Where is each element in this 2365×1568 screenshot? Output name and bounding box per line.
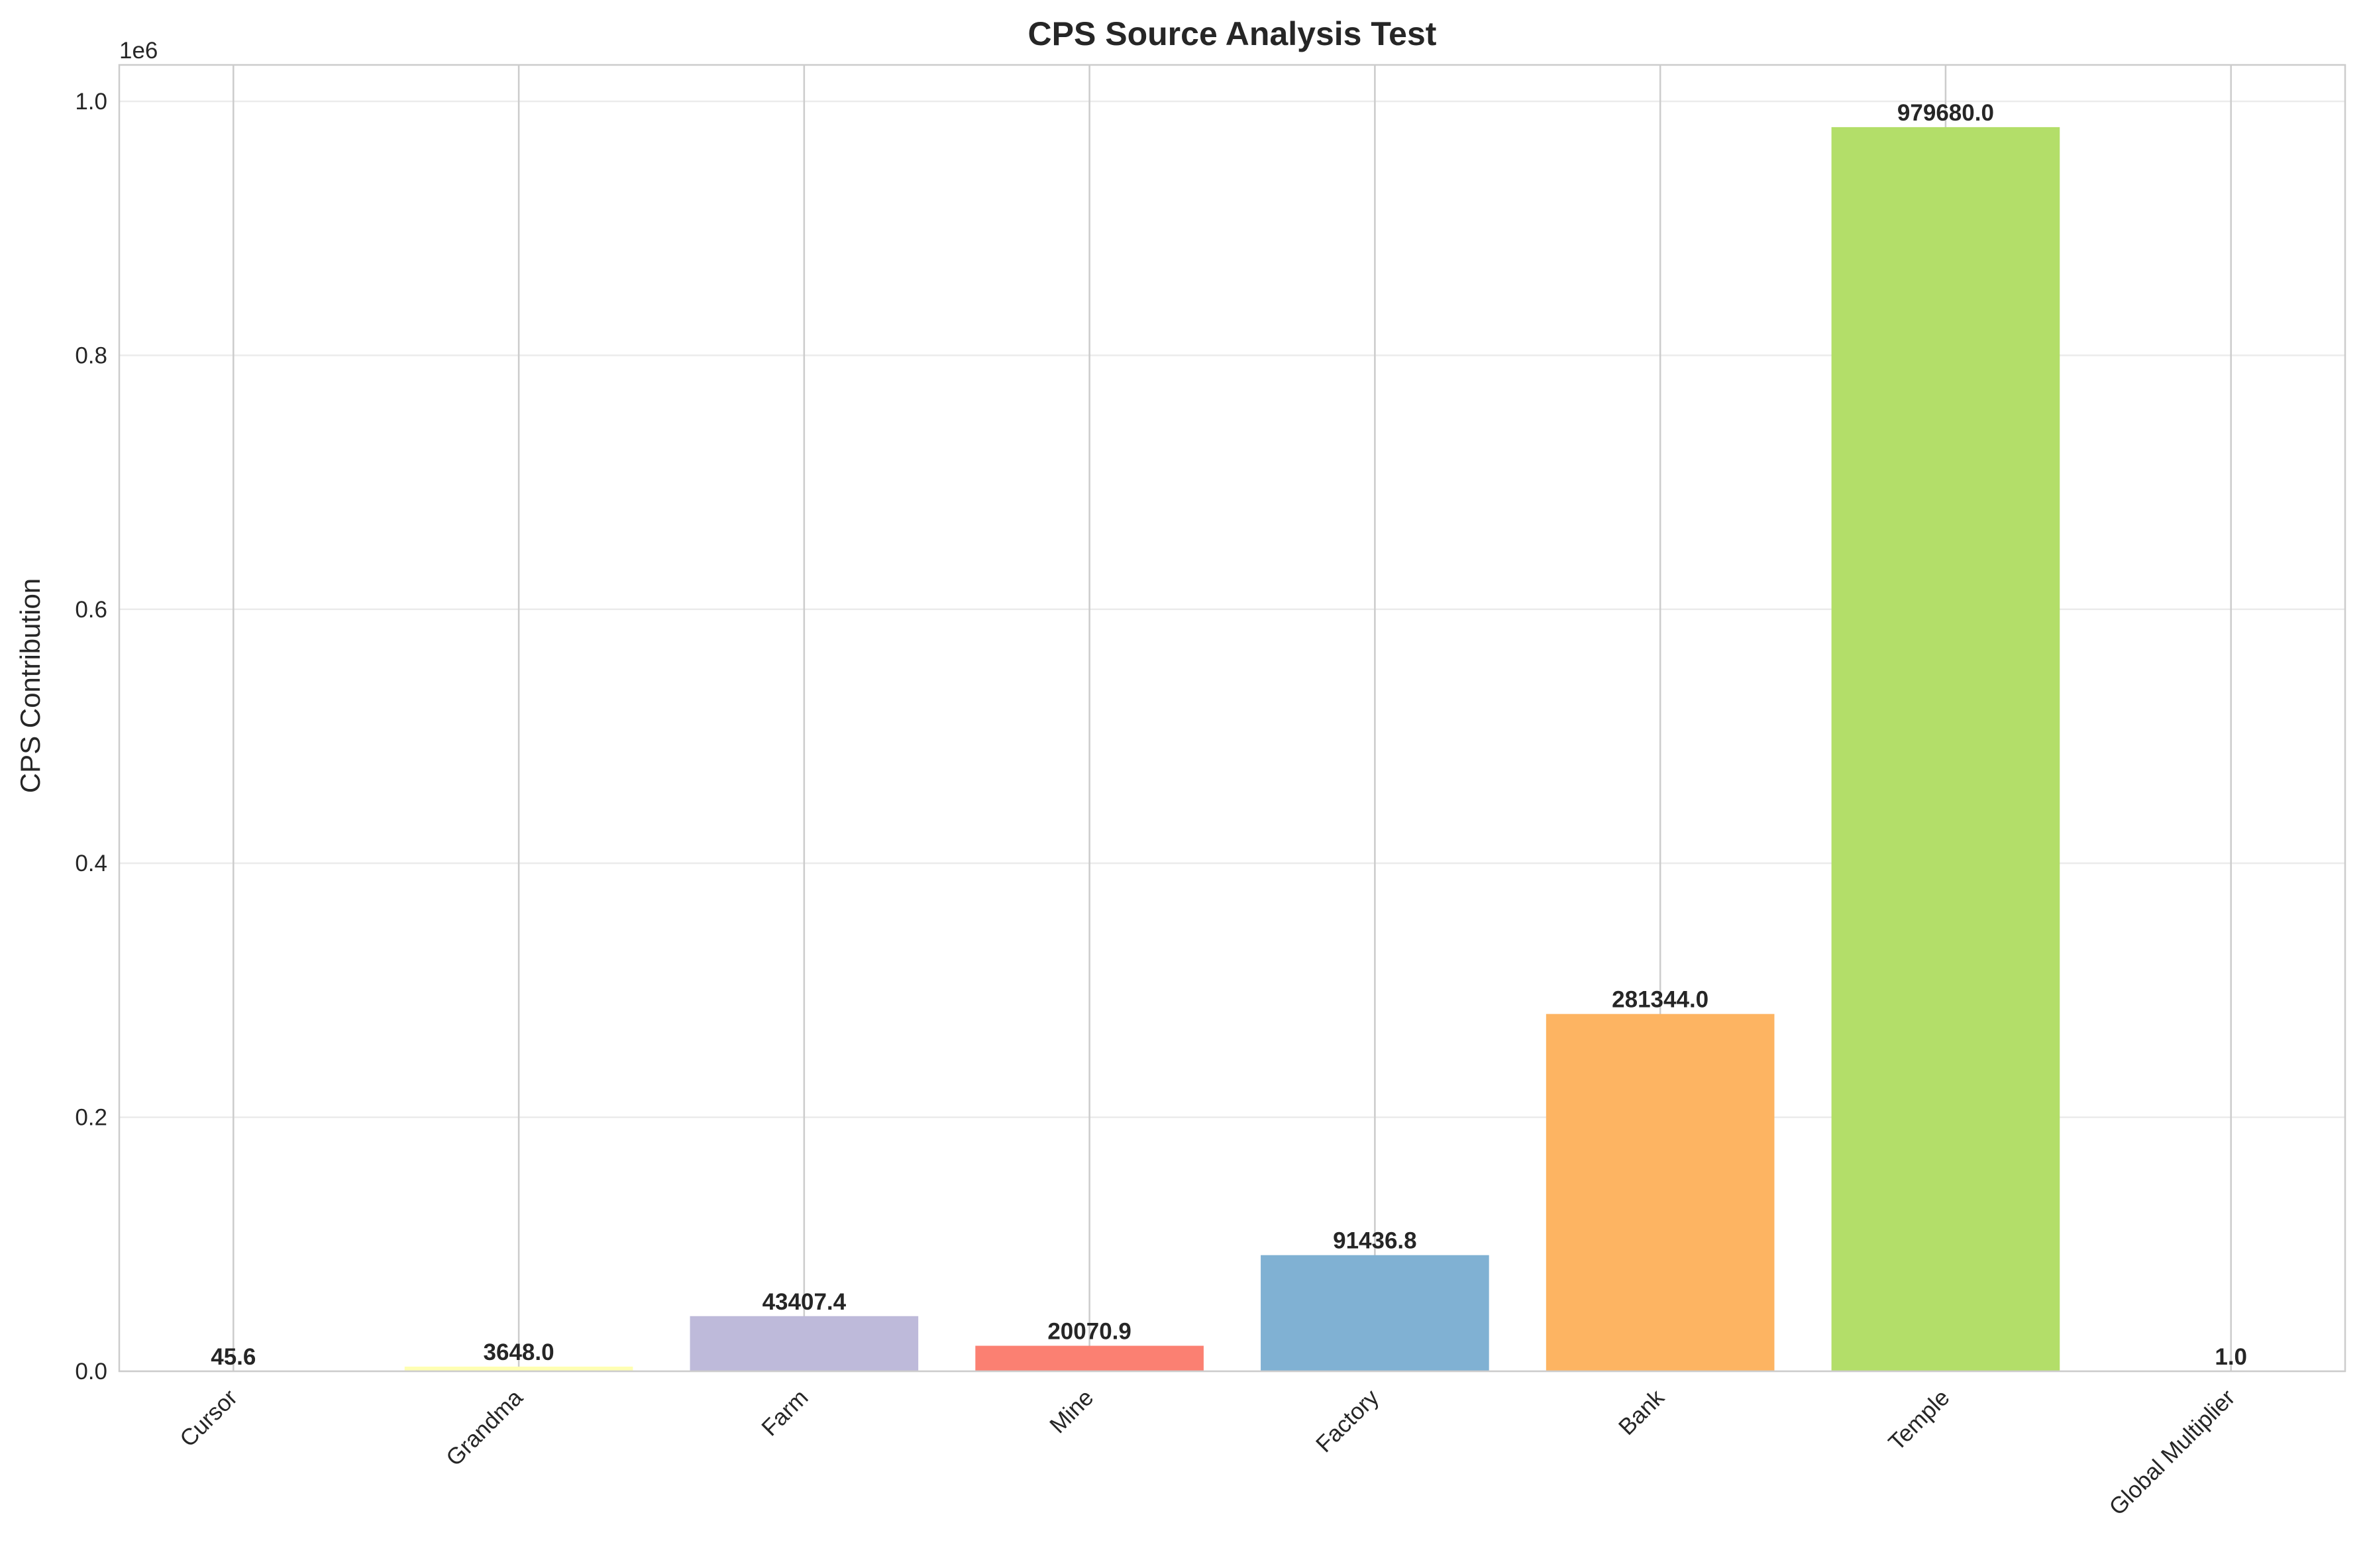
data-labels-layer: 45.6 3648.0 43407.4 20070.9 91436.8 281344.0 9… — [211, 100, 2247, 1370]
data-label: 20070.9 — [1047, 1319, 1131, 1345]
chart-title: CPS Source Analysis Test — [1028, 15, 1437, 52]
data-label: 1.0 — [2215, 1344, 2247, 1370]
y-axis-label: CPS Contribution — [15, 578, 46, 794]
y-tick-label: 0.0 — [75, 1359, 107, 1385]
x-tick-label: Cursor — [175, 1385, 242, 1452]
bar-factory — [1261, 1255, 1489, 1371]
x-tick-label: Bank — [1614, 1385, 1669, 1440]
x-tick-label: Farm — [757, 1385, 813, 1441]
y-ticks-layer: 0.0 0.2 0.4 0.6 0.8 1.0 — [75, 89, 107, 1385]
y-tick-label: 0.2 — [75, 1105, 107, 1131]
data-label: 91436.8 — [1333, 1228, 1417, 1254]
data-label: 45.6 — [211, 1344, 256, 1370]
data-label: 3648.0 — [484, 1339, 554, 1365]
x-tick-label: Factory — [1311, 1385, 1384, 1457]
x-tick-label: Mine — [1045, 1385, 1098, 1438]
bar-grandma — [404, 1367, 633, 1371]
bars-layer — [119, 127, 2345, 1371]
x-tick-label: Temple — [1883, 1385, 1954, 1455]
bar-farm — [690, 1316, 919, 1371]
y-tick-label: 0.8 — [75, 342, 107, 368]
plot-frame — [118, 64, 2346, 1373]
bar-temple — [1831, 127, 2060, 1371]
data-label: 43407.4 — [762, 1289, 847, 1315]
plot-border — [118, 64, 2346, 1373]
x-ticks-layer: Cursor Grandma Farm Mine Factory Bank Temple Gl… — [175, 1385, 2240, 1520]
bar-mine — [975, 1345, 1204, 1371]
x-tick-label: Global Multiplier — [2104, 1385, 2240, 1520]
data-label: 281344.0 — [1612, 987, 1708, 1013]
bar-bank — [1546, 1014, 1775, 1371]
y-tick-label: 1.0 — [75, 89, 107, 115]
x-tick-label: Grandma — [441, 1385, 528, 1471]
y-tick-label: 0.4 — [75, 851, 107, 876]
y-tick-label: 0.6 — [75, 597, 107, 623]
y-axis-offset-label: 1e6 — [119, 38, 158, 64]
data-label: 979680.0 — [1897, 100, 1994, 126]
